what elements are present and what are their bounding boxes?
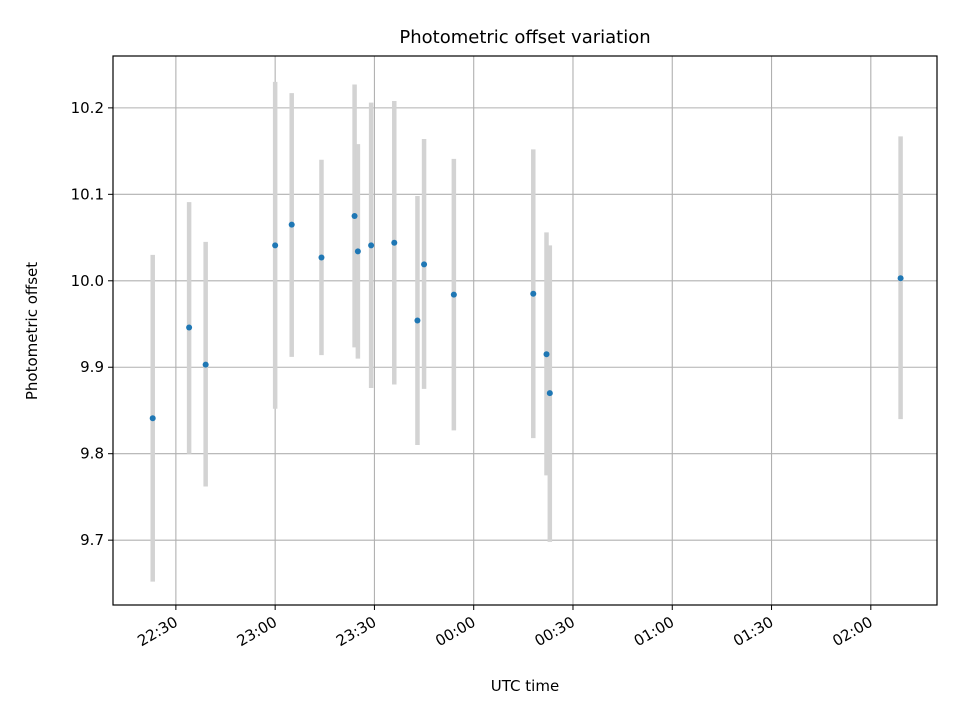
data-point [421,261,428,268]
data-point [414,317,421,324]
data-point [368,242,375,249]
data-point [543,351,550,358]
y-axis-label: Photometric offset [23,262,41,400]
y-tick-label: 10.0 [71,272,104,290]
data-point [354,248,361,255]
data-point [272,242,279,249]
data-point [202,361,209,368]
data-point [897,275,904,282]
data-point [546,390,553,397]
y-tick-label: 10.1 [71,185,104,203]
data-point [530,290,537,297]
data-point [288,221,295,228]
plot-frame [112,55,938,606]
data-point [186,324,193,331]
data-point [391,239,398,246]
y-tick-label: 9.9 [80,358,104,376]
chart-title: Photometric offset variation [399,27,650,48]
y-tick-label: 10.2 [71,99,104,117]
data-point [351,212,358,219]
x-axis-label: UTC time [491,677,559,695]
data-points [149,212,904,422]
grid [113,56,937,605]
data-point [149,415,156,422]
y-axis: 9.7 9.8 9.9 10.0 10.1 10.2 [71,99,113,549]
y-tick-label: 9.8 [80,445,104,463]
data-point [318,254,325,261]
data-point [450,291,457,298]
y-tick-label: 9.7 [80,531,104,549]
